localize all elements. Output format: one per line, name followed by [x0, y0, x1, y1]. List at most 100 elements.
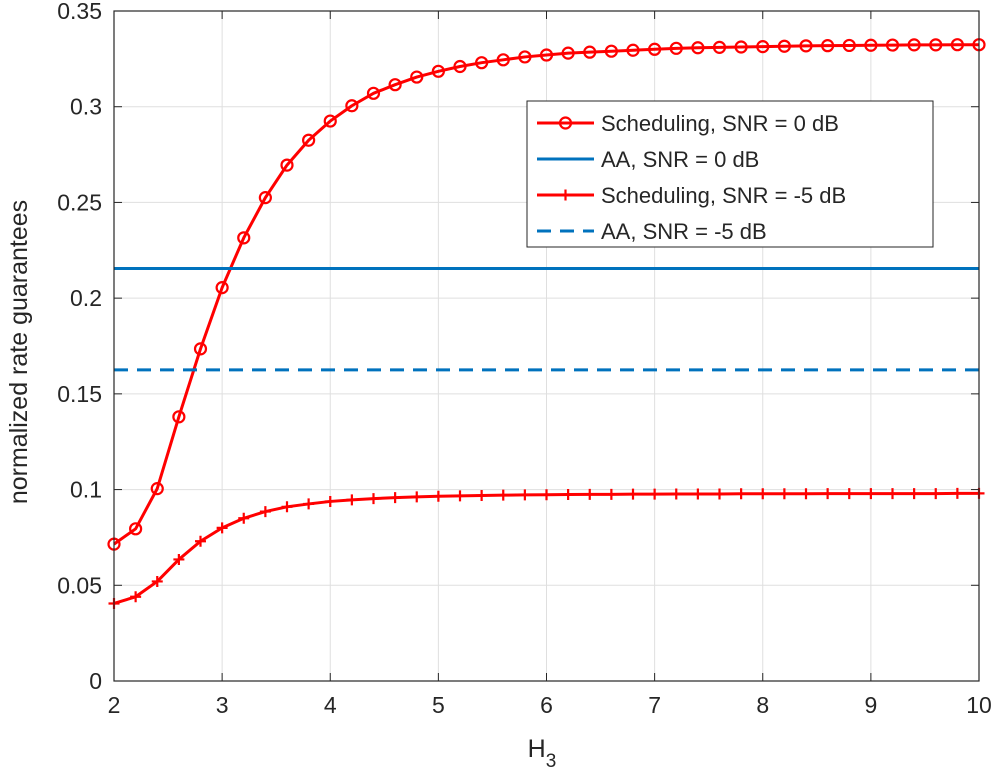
data-point — [777, 39, 791, 53]
data-point — [692, 488, 704, 500]
data-point — [453, 59, 467, 74]
data-point — [778, 488, 790, 500]
data-point — [215, 281, 229, 295]
data-point — [130, 591, 142, 603]
data-point — [389, 492, 401, 504]
data-point — [323, 114, 337, 128]
data-point — [735, 488, 747, 500]
data-point — [431, 64, 445, 78]
data-point — [605, 488, 617, 500]
data-point — [757, 488, 769, 500]
data-point — [950, 38, 964, 52]
series-3 — [108, 487, 985, 609]
y-tick-label: 0.05 — [57, 572, 102, 598]
y-tick-label: 0.3 — [70, 94, 102, 120]
data-point — [476, 490, 488, 502]
data-point — [907, 38, 921, 52]
data-point — [237, 231, 251, 245]
data-point — [411, 491, 423, 503]
data-point — [216, 522, 228, 534]
data-point — [734, 40, 748, 54]
data-point — [238, 512, 250, 524]
data-point — [151, 575, 163, 587]
data-point — [930, 488, 942, 500]
x-tick-label: 9 — [864, 692, 877, 718]
data-point — [648, 42, 662, 56]
legend-marker — [558, 116, 573, 130]
data-point — [150, 482, 164, 496]
data-point — [821, 39, 835, 53]
data-point — [843, 488, 855, 500]
x-tick-label: 5 — [432, 692, 445, 718]
data-point — [432, 490, 444, 502]
data-point — [908, 488, 920, 500]
data-point — [669, 41, 683, 55]
data-point — [129, 522, 143, 536]
data-point — [885, 38, 900, 52]
data-point — [454, 490, 466, 502]
data-point — [604, 44, 618, 58]
series-1 — [107, 38, 986, 551]
legend-label: AA, SNR = 0 dB — [601, 147, 759, 172]
x-tick-label: 7 — [648, 692, 661, 718]
data-point — [519, 489, 531, 501]
legend-box — [526, 100, 934, 248]
data-point — [345, 99, 359, 113]
data-point — [497, 489, 509, 501]
x-tick-label: 6 — [540, 692, 553, 718]
legend-label: Scheduling, SNR = -5 dB — [601, 183, 846, 208]
data-point — [366, 86, 381, 100]
data-point — [193, 342, 208, 356]
data-point — [303, 498, 315, 510]
data-point — [562, 489, 574, 501]
y-tick-label: 0 — [89, 668, 102, 694]
series-layer — [107, 38, 986, 609]
data-point — [800, 488, 812, 500]
legend: Scheduling, SNR = 0 dB AA, SNR = 0 dB Sche… — [526, 100, 934, 248]
data-point — [195, 535, 206, 547]
data-point — [929, 38, 943, 52]
y-tick-label: 0.25 — [57, 189, 102, 215]
x-tick-label: 4 — [324, 692, 337, 718]
data-point — [258, 191, 272, 205]
data-point — [280, 158, 294, 172]
legend-label: AA, SNR = -5 dB — [601, 219, 767, 244]
data-point — [302, 133, 316, 147]
x-tick-label: 2 — [108, 692, 121, 718]
data-point — [173, 553, 185, 565]
data-point — [670, 488, 682, 500]
data-point — [281, 501, 293, 513]
x-tick-label: 10 — [966, 692, 992, 718]
legend-label: Scheduling, SNR = 0 dB — [601, 111, 839, 136]
data-point — [627, 488, 639, 500]
data-point — [865, 488, 877, 500]
data-point — [842, 38, 856, 53]
y-tick-label: 0.1 — [70, 477, 102, 503]
data-point — [691, 41, 705, 55]
data-point — [518, 50, 532, 64]
data-point — [539, 48, 554, 62]
y-tick-label: 0.15 — [57, 381, 102, 407]
legend-marker — [560, 189, 571, 201]
data-point — [756, 40, 770, 54]
data-point — [951, 487, 963, 499]
data-point — [259, 506, 271, 518]
y-tick-label: 0.35 — [57, 0, 102, 24]
data-point — [649, 488, 661, 500]
legend-entry-1: Scheduling, SNR = 0 dB — [537, 111, 839, 136]
x-tick-label: 3 — [216, 692, 229, 718]
data-point — [626, 43, 640, 57]
legend-entry-4: AA, SNR = -5 dB — [537, 219, 767, 244]
data-point — [541, 489, 552, 501]
data-point — [496, 53, 510, 67]
axes — [113, 10, 980, 682]
y-axis-label: normalized rate guarantees — [5, 200, 33, 504]
tick-labels: 2 3 4 5 6 7 8 9 10 0 0.05 0.1 0.15 0.2 0.25 0.3 0.35 — [57, 0, 992, 718]
data-point — [864, 38, 878, 52]
x-axis-label-subscript: 3 — [546, 751, 557, 772]
x-axis-label: H3 — [528, 735, 557, 772]
data-point — [324, 495, 336, 507]
data-point — [346, 494, 358, 506]
y-tick-label: 0.2 — [70, 285, 102, 311]
